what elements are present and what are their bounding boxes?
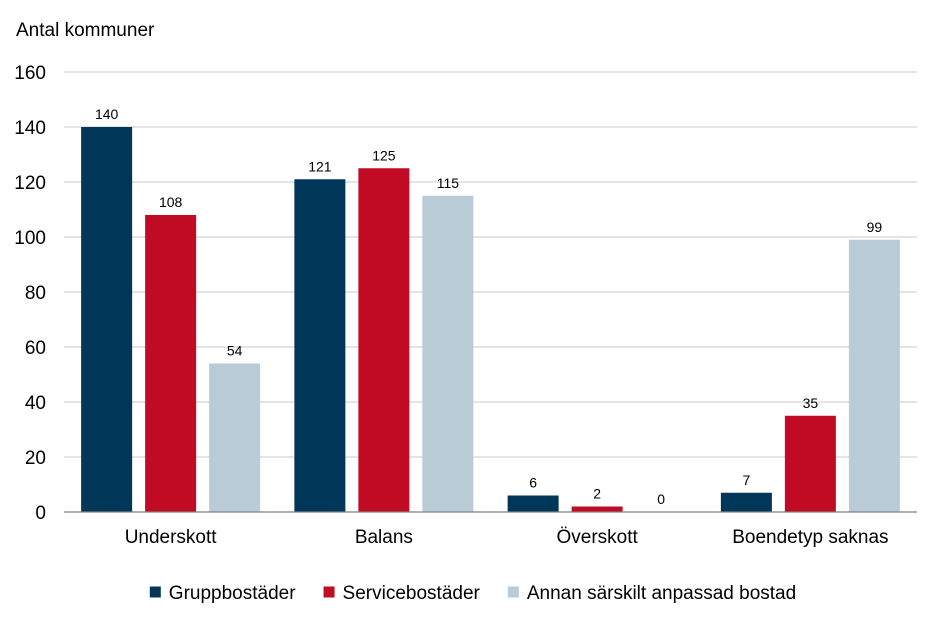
x-category-label: Boendetyp saknas — [732, 527, 888, 548]
gridlines — [64, 71, 917, 458]
y-tick-label: 160 — [14, 63, 46, 84]
bar — [145, 215, 197, 512]
y-tick-label: 100 — [14, 228, 46, 249]
legend-item: Gruppbostäder — [149, 583, 296, 604]
data-label: 2 — [593, 486, 601, 502]
legend-swatch — [323, 586, 335, 598]
y-tick-label: 20 — [25, 448, 46, 469]
data-label: 99 — [867, 219, 883, 235]
bar — [209, 363, 261, 512]
legend-label: Gruppbostäder — [169, 583, 296, 604]
y-tick-label: 120 — [14, 173, 46, 194]
legend-swatch — [149, 586, 161, 598]
y-tick-label: 140 — [14, 118, 46, 139]
bar — [81, 127, 133, 512]
x-category-label: Underskott — [125, 527, 218, 548]
bar — [784, 415, 836, 512]
data-label: 115 — [437, 175, 460, 191]
legend-label: Annan särskilt anpassad bostad — [527, 583, 796, 604]
y-tick-label: 80 — [25, 283, 46, 304]
legend-swatch — [507, 586, 519, 598]
data-label: 54 — [227, 343, 243, 359]
data-labels: 140 108 54 121 125 115 6 2 0 7 35 99 — [95, 106, 882, 507]
y-axis-ticks: 0 20 40 60 80 100 120 140 160 — [14, 63, 46, 524]
y-tick-label: 0 — [35, 503, 46, 524]
data-label: 35 — [803, 395, 819, 411]
bar — [571, 506, 623, 512]
data-label: 6 — [529, 475, 537, 491]
y-tick-label: 40 — [25, 393, 46, 414]
data-label: 0 — [657, 491, 665, 507]
x-category-label: Överskott — [556, 527, 638, 548]
y-tick-label: 60 — [25, 338, 46, 359]
legend: Gruppbostäder Servicebostäder Annan särski… — [149, 583, 796, 604]
bars — [81, 127, 900, 512]
bar — [358, 168, 410, 512]
data-label: 121 — [308, 158, 332, 174]
bar — [720, 492, 772, 512]
legend-label: Servicebostäder — [343, 583, 481, 604]
bar — [848, 239, 900, 512]
x-axis-categories: Underskott Balans Överskott Boendetyp sakna… — [125, 527, 889, 548]
x-category-label: Balans — [355, 527, 413, 548]
legend-item: Servicebostäder — [323, 583, 481, 604]
legend-item: Annan särskilt anpassad bostad — [507, 583, 796, 604]
data-label: 140 — [95, 106, 119, 122]
bar — [507, 495, 559, 512]
data-label: 125 — [372, 147, 396, 163]
bar — [294, 179, 346, 512]
data-label: 108 — [159, 194, 183, 210]
data-label: 7 — [742, 472, 750, 488]
bar — [422, 195, 474, 512]
y-axis-title: Antal kommuner — [16, 20, 155, 41]
